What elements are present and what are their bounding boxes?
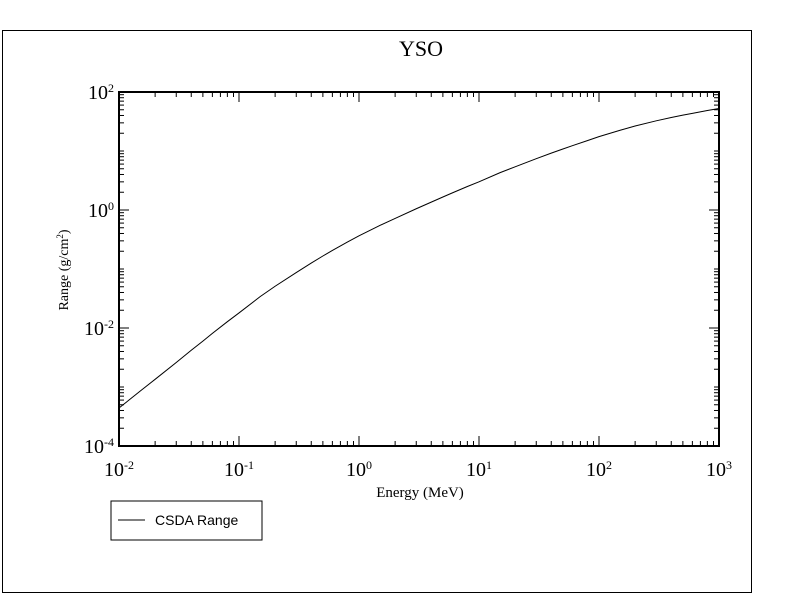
- x-tick-labels: 10-2 10-1 100 101 102 103: [104, 458, 732, 481]
- plot-area: [118, 91, 720, 447]
- y-tick-label: 102: [88, 81, 114, 104]
- legend: CSDA Range: [110, 500, 263, 541]
- minor-ticks: [119, 92, 719, 446]
- x-tick-label: 102: [586, 458, 612, 481]
- x-tick-label: 100: [346, 458, 372, 481]
- x-axis-label: Energy (MeV): [376, 485, 464, 501]
- series-line-csda-range: [118, 108, 720, 409]
- x-tick-label: 103: [706, 458, 732, 481]
- x-tick-label: 10-1: [224, 458, 254, 481]
- y-axis-label: Range (g/cm2): [55, 229, 72, 310]
- legend-label-csda-range: CSDA Range: [155, 512, 238, 528]
- chart-frame: [2, 30, 752, 593]
- y-tick-label: 10-4: [84, 435, 114, 458]
- y-tick-label: 100: [88, 199, 114, 222]
- x-tick-label: 10-2: [104, 458, 134, 481]
- major-ticks: [118, 91, 720, 447]
- y-tick-label: 10-2: [84, 317, 114, 340]
- y-tick-labels: 10-4 10-2 100 102: [84, 81, 114, 458]
- chart-title: YSO: [399, 36, 443, 61]
- x-tick-label: 101: [466, 458, 492, 481]
